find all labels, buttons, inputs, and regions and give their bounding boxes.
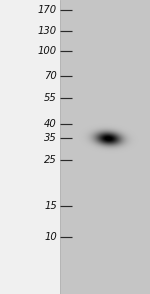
Text: 170: 170: [38, 5, 57, 15]
Text: 70: 70: [44, 71, 57, 81]
Text: 100: 100: [38, 46, 57, 56]
Text: 10: 10: [44, 232, 57, 242]
Text: 15: 15: [44, 201, 57, 211]
Text: 40: 40: [44, 119, 57, 129]
Text: 35: 35: [44, 133, 57, 143]
Text: 130: 130: [38, 26, 57, 36]
Text: 55: 55: [44, 93, 57, 103]
Text: 25: 25: [44, 155, 57, 165]
Bar: [0, 0, 60, 294]
